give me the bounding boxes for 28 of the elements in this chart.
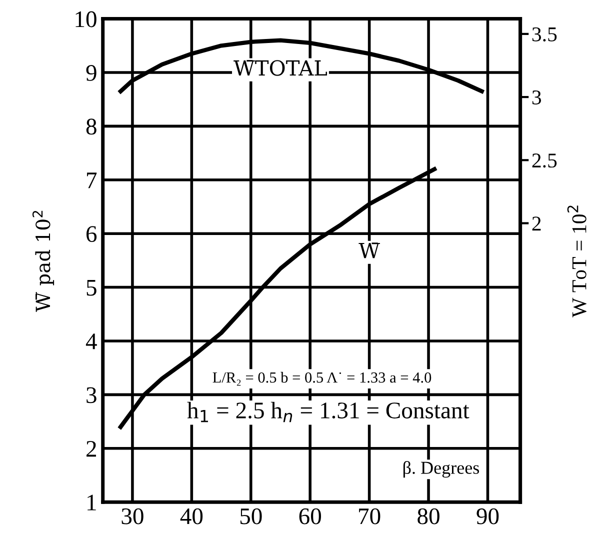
series-label: W̄TOTAL	[234, 60, 327, 76]
y-tick-label: 7	[87, 172, 97, 188]
y-tick-label: 10	[76, 11, 96, 28]
x-tick-label: 90	[476, 508, 499, 524]
x-tick-label: 40	[180, 508, 203, 524]
annotation: h$_{1}$ = 2.5 h$_{n}$ = 1.31 = Constant	[187, 402, 470, 422]
y-tick-label: 2	[86, 440, 96, 457]
y2-tick-label: 2	[532, 216, 541, 230]
annotation: L/R₂ = 0.5 b = 0.5 Λ˙ = 1.33 a = 4.0	[212, 372, 432, 386]
y2-tick-label: 2.5	[532, 154, 557, 168]
x-tick-label: 30	[122, 508, 144, 524]
x-tick-label: 80	[418, 508, 440, 524]
x-tick-label: 70	[359, 508, 380, 524]
series-label: W̄	[358, 242, 380, 258]
x-axis-title: β. Degrees	[403, 461, 480, 478]
x-tick-label: 50	[240, 508, 262, 524]
y-tick-label: 9	[86, 65, 96, 81]
y2-tick-label: 3.5	[532, 27, 557, 42]
y-tick-label: 1	[88, 494, 96, 510]
y-tick-label: 6	[86, 226, 97, 242]
y-tick-label: 8	[86, 118, 96, 135]
y2-axis-title: W ToT = 10$^{2}$	[567, 206, 586, 318]
y-tick-label: 4	[86, 334, 97, 350]
x-tick-label: 60	[299, 508, 321, 524]
y-tick-label: 5	[86, 280, 96, 296]
y-tick-label: 3	[86, 387, 96, 404]
y2-tick-label: 3	[532, 90, 542, 104]
y-axis-title: W̄ pad 10$^{2}$	[32, 210, 54, 312]
